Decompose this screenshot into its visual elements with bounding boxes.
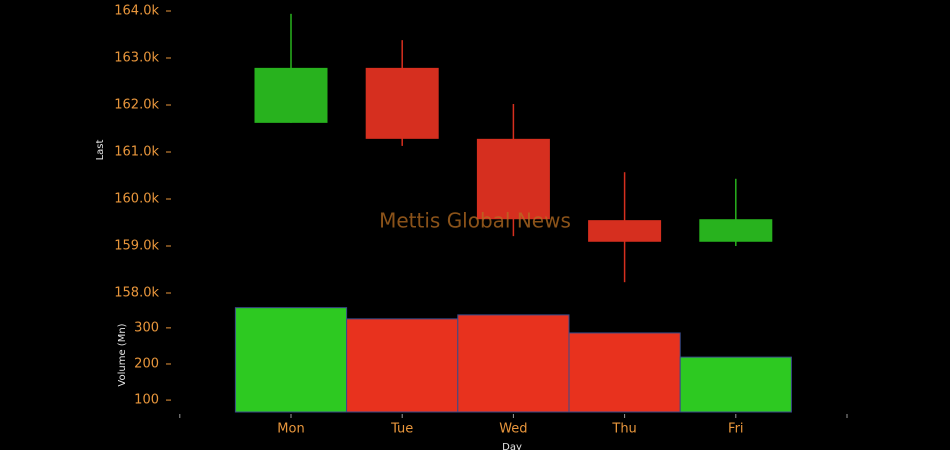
candle-body (254, 67, 328, 123)
volume-bar (346, 318, 459, 413)
y-tick-label: 160.0k (114, 192, 159, 207)
watermark: Mettis Global News (379, 209, 571, 233)
y-tick-label: 161.0k (114, 145, 159, 160)
x-axis-label: Day (502, 442, 522, 450)
volume-bar (568, 332, 681, 413)
x-tick-label: Thu (611, 422, 636, 437)
y-tick-label: 300 (134, 320, 159, 335)
candle-body (476, 138, 550, 220)
y-tick-label: 158.0k (114, 286, 159, 301)
y-axis-label: Volume (Mn) (117, 323, 128, 386)
y-tick-label: 163.0k (114, 51, 159, 66)
y-tick-label: 164.0k (114, 4, 159, 19)
volume-bar (457, 314, 570, 413)
x-tick-label: Fri (728, 422, 744, 437)
y-tick-label: 162.0k (114, 98, 159, 113)
y-tick-label: 100 (134, 393, 159, 408)
x-tick-label: Tue (390, 422, 413, 437)
candle-body (699, 219, 773, 242)
y-axis-label: Last (95, 140, 106, 161)
candle-body (588, 220, 662, 242)
volume-bar (234, 307, 348, 413)
y-tick-label: 200 (134, 356, 159, 371)
y-tick-label: 159.0k (114, 239, 159, 254)
x-tick-label: Wed (499, 422, 527, 437)
volume-bar (679, 356, 792, 413)
candle-body (365, 67, 439, 139)
x-tick-label: Mon (277, 422, 304, 437)
